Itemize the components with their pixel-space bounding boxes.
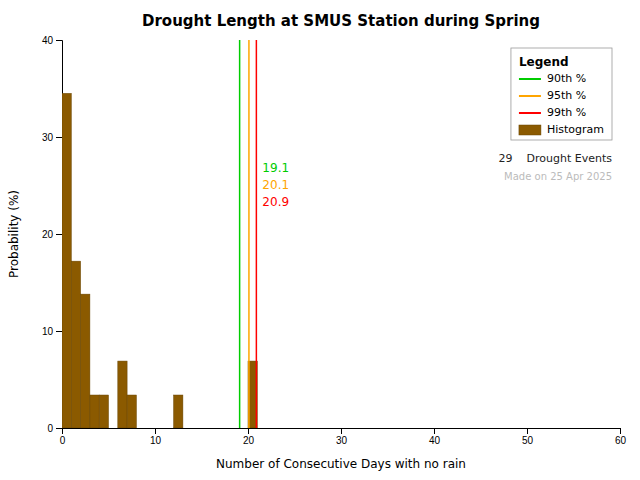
histogram-bar bbox=[109, 428, 118, 429]
histogram-bar bbox=[155, 428, 164, 429]
legend-swatch bbox=[519, 95, 541, 97]
x-tick-mark bbox=[527, 428, 528, 434]
histogram-bar bbox=[192, 428, 201, 429]
x-tick: 60 bbox=[615, 428, 627, 446]
histogram-bar bbox=[136, 428, 145, 429]
title: Drought Length at SMUS Station during Sp… bbox=[142, 12, 540, 30]
histogram-bar bbox=[220, 428, 229, 429]
percentile-label: 19.1 bbox=[262, 161, 289, 175]
x-tick: 50 bbox=[522, 428, 534, 446]
percentile-label: 20.1 bbox=[262, 178, 289, 192]
x-tick-mark bbox=[155, 428, 156, 434]
x-tick-label: 10 bbox=[150, 435, 162, 446]
y-axis-title: Probability (%) bbox=[7, 190, 21, 278]
percentile-line bbox=[256, 40, 258, 428]
percentile-label: 20.9 bbox=[262, 195, 289, 209]
annotation: Made on 25 Apr 2025 bbox=[504, 171, 612, 182]
y-tick-label: 0 bbox=[47, 423, 53, 434]
histogram-bar bbox=[71, 261, 80, 428]
annotation: 29 Drought Events bbox=[499, 152, 613, 165]
histogram-bar bbox=[99, 395, 108, 428]
legend-label: 95th % bbox=[547, 89, 586, 102]
x-tick-label: 60 bbox=[615, 435, 627, 446]
histogram-bar bbox=[127, 395, 136, 428]
y-axis-line bbox=[56, 41, 63, 429]
y-tick-label: 10 bbox=[42, 326, 54, 337]
y-tick-mark bbox=[56, 40, 62, 41]
legend-swatch bbox=[519, 125, 541, 135]
y-axis: 0 10 20 30 40 bbox=[42, 35, 63, 434]
y-tick: 10 bbox=[42, 326, 62, 337]
plot-area bbox=[62, 40, 257, 428]
legend-swatch bbox=[519, 78, 541, 80]
x-tick: 20 bbox=[243, 428, 255, 446]
x-tick-label: 0 bbox=[60, 435, 66, 446]
x-tick-mark bbox=[341, 428, 342, 434]
legend-title: Legend bbox=[519, 55, 569, 69]
y-tick: 30 bbox=[42, 132, 62, 143]
y-tick: 20 bbox=[42, 229, 62, 240]
x-axis-title: Number of Consecutive Days with no rain bbox=[216, 457, 466, 471]
x-tick: 10 bbox=[150, 428, 162, 446]
y-tick-mark bbox=[56, 331, 62, 332]
histogram-bar bbox=[202, 428, 211, 429]
y-tick-label: 40 bbox=[42, 35, 54, 46]
y-tick-label: 20 bbox=[42, 229, 54, 240]
histogram-bar bbox=[146, 428, 155, 429]
x-tick-mark bbox=[620, 428, 621, 434]
percentile-labels: 19.1 20.1 20.9 bbox=[262, 161, 289, 209]
y-tick: 40 bbox=[42, 35, 62, 46]
legend-swatch bbox=[519, 112, 541, 114]
histogram-bar bbox=[81, 294, 90, 428]
x-tick-label: 40 bbox=[429, 435, 441, 446]
legend-label: Histogram bbox=[547, 123, 604, 136]
annotations: 29 Drought Events Made on 25 Apr 2025 bbox=[499, 152, 613, 182]
x-tick-label: 30 bbox=[336, 435, 348, 446]
y-tick-mark bbox=[56, 234, 62, 235]
x-tick-label: 50 bbox=[522, 435, 534, 446]
chart: 0 10 20 30 40 50 60 0 10 20 30 40 19.1 20.1 20.9 Drough… bbox=[0, 0, 640, 480]
y-tick-label: 30 bbox=[42, 132, 54, 143]
x-tick: 0 bbox=[60, 428, 66, 446]
legend-label: 90th % bbox=[547, 72, 586, 85]
x-tick: 30 bbox=[336, 428, 348, 446]
legend-label: 99th % bbox=[547, 106, 586, 119]
percentile-line bbox=[248, 40, 250, 428]
x-axis: 0 10 20 30 40 50 60 bbox=[60, 428, 627, 446]
x-tick-mark bbox=[434, 428, 435, 434]
x-tick: 40 bbox=[429, 428, 441, 446]
histogram-bar bbox=[90, 395, 99, 428]
histogram-bar bbox=[118, 361, 127, 428]
histogram-bar bbox=[183, 428, 192, 429]
histogram-bar bbox=[164, 428, 173, 429]
legend: Legend 90th % 95th % 99th % Histogram bbox=[511, 48, 612, 140]
histogram-bar bbox=[62, 93, 71, 428]
x-tick-label: 20 bbox=[243, 435, 255, 446]
legend-box bbox=[511, 48, 612, 140]
histogram-bar bbox=[211, 428, 220, 429]
histogram-bar bbox=[174, 395, 183, 428]
y-tick: 0 bbox=[47, 423, 62, 434]
percentile-line bbox=[239, 40, 241, 428]
y-tick-mark bbox=[56, 137, 62, 138]
histogram-bar bbox=[229, 428, 238, 429]
x-tick-mark bbox=[248, 428, 249, 434]
x-axis-line bbox=[63, 429, 621, 435]
y-tick-mark bbox=[56, 428, 62, 429]
